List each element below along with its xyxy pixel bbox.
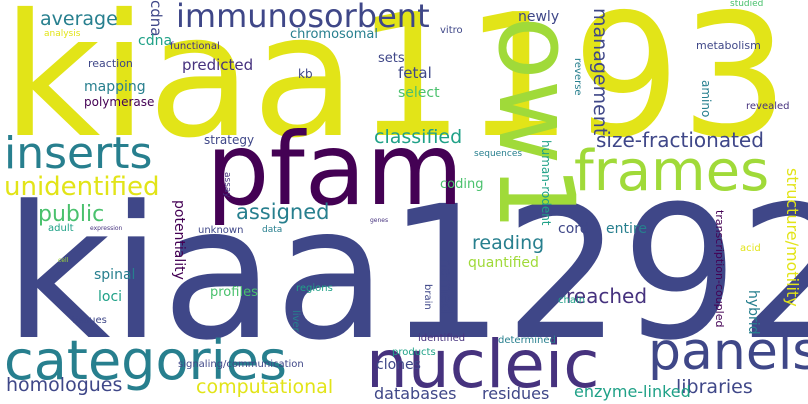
word-pfam: pfam — [206, 111, 464, 228]
word-cord: cord — [558, 221, 589, 237]
word-liver: liver — [290, 310, 301, 332]
word-size-fractionated: size-fractionated — [596, 128, 764, 152]
word-newly: newly — [518, 9, 560, 25]
word-quantified: quantified — [468, 255, 539, 271]
word-profiles: profiles — [210, 285, 258, 300]
word-metabolism: metabolism — [696, 39, 761, 52]
word-brain: brain — [422, 284, 433, 310]
word-average: average — [40, 8, 118, 30]
word-management: management — [589, 8, 611, 136]
word-chain: chain — [558, 295, 586, 306]
word-reaction: reaction — [88, 57, 133, 70]
word-sets: sets — [378, 51, 405, 66]
word-cdna: cdna — [138, 33, 173, 49]
word-transcription-coupled: transcription-coupled — [713, 210, 726, 328]
word-panels: panels — [648, 322, 808, 382]
word-expression: expression — [90, 225, 123, 232]
word-studied: studied — [730, 0, 764, 9]
word-tissues: tissues — [72, 315, 107, 326]
word-functional: functional — [170, 41, 220, 52]
word-select: select — [398, 85, 440, 101]
word-vitro: vitro — [440, 25, 463, 36]
word-databases: databases — [374, 384, 457, 403]
word-homologues: homologues — [6, 374, 123, 396]
word-unknown: unknown — [198, 225, 244, 236]
word-reading: reading — [472, 232, 545, 254]
word-immunosorbent: immunosorbent — [176, 0, 430, 35]
word-reverse: reverse — [572, 58, 583, 96]
word-categories: categories — [4, 329, 288, 392]
word-kb: kb — [298, 67, 313, 81]
word-residues: residues — [482, 384, 550, 403]
word-entire: entire — [606, 221, 647, 237]
word-cell: cell — [58, 257, 69, 264]
word-strategy: strategy — [204, 133, 255, 147]
word-clones: clones — [376, 357, 421, 373]
word-unidentified: unidentified — [4, 172, 160, 202]
word-determined: determined — [498, 335, 556, 346]
word-data: data — [262, 225, 283, 235]
word-kiaa1193: kiaa1193 — [2, 0, 789, 176]
word-reached: reached — [566, 284, 648, 308]
word-adult: adult — [48, 223, 74, 234]
word-human-rodent: human-rodent — [539, 140, 553, 226]
word-acid: acid — [740, 243, 761, 254]
word-signaling-communication: signaling/communication — [178, 359, 304, 370]
word-analysis: analysis — [44, 29, 81, 39]
word-kiaa1292: kiaa1292 — [4, 167, 808, 381]
word-computational: computational — [196, 376, 334, 398]
word-products: products — [392, 347, 436, 358]
word-classified: classified — [374, 126, 463, 148]
word-coding: coding — [440, 177, 484, 192]
word-identified: identified — [418, 333, 466, 344]
word-loci: loci — [98, 289, 123, 305]
word-polymerase: polymerase — [84, 95, 155, 109]
word-ow1: ow1 — [475, 16, 597, 231]
word-nucleic: nucleic — [366, 326, 600, 403]
word-regions: regions — [296, 283, 333, 294]
word-inserts: inserts — [4, 128, 153, 179]
word-genes: genes — [370, 217, 389, 224]
word-chromosomal: chromosomal — [290, 27, 378, 42]
word-enzyme-linked: enzyme-linked — [574, 382, 691, 401]
word-public: public — [38, 202, 105, 227]
word-frames: frames — [574, 139, 770, 204]
word-libraries: libraries — [676, 376, 753, 398]
word-revealed: revealed — [746, 101, 790, 112]
word-assay: assay — [222, 172, 232, 198]
word-hybrid: hybrid — [745, 290, 761, 335]
word-cdna-v: cdna — [147, 0, 165, 37]
word-mapping: mapping — [84, 79, 146, 95]
word-named: named — [437, 258, 456, 314]
word-spinal: spinal — [94, 267, 136, 283]
word-fetal: fetal — [398, 64, 432, 82]
word-sequences: sequences — [474, 149, 523, 159]
word-amino: amino — [699, 80, 713, 118]
word-potentiality: potentiality — [171, 200, 187, 280]
word-assigned: assigned — [236, 200, 330, 224]
word-structure-motility: structure/motility — [783, 168, 802, 307]
word-predicted: predicted — [182, 56, 254, 74]
